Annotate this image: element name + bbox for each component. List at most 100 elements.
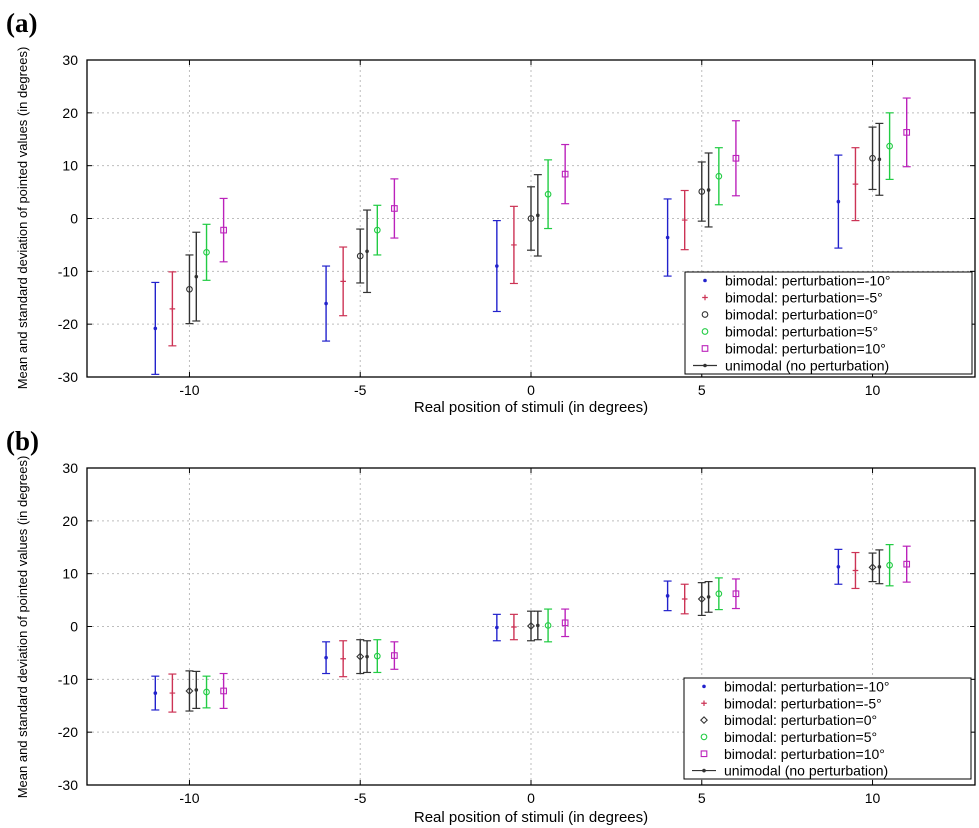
- y-tick-label: 10: [62, 566, 78, 582]
- data-point: [852, 181, 859, 187]
- legend-marker: [700, 716, 708, 725]
- y-tick-label: -20: [58, 724, 78, 740]
- y-tick-label: -20: [58, 316, 78, 332]
- data-point: [391, 652, 398, 659]
- legend-label: bimodal: perturbation=-5°: [724, 695, 882, 711]
- data-point: [561, 619, 569, 627]
- series-a-2: [185, 126, 877, 325]
- data-point: [698, 188, 706, 195]
- data-point: [186, 285, 193, 293]
- legend-marker: [701, 311, 709, 318]
- legend-b: bimodal: perturbation=-10°bimodal: pertu…: [683, 677, 972, 780]
- data-point: [203, 688, 210, 696]
- legend-box: [684, 271, 973, 375]
- data-point: [527, 621, 535, 630]
- series-a-3: [202, 112, 894, 281]
- data-point: [153, 326, 158, 331]
- legend-marker: [702, 294, 708, 301]
- data-point: [356, 652, 365, 661]
- series-a-0: [151, 154, 843, 375]
- data-point: [324, 655, 328, 660]
- panel-a-x-axis-label: Real position of stimuli (in degrees): [414, 399, 648, 416]
- legend-label: bimodal: perturbation=5°: [725, 324, 878, 340]
- series-b-4: [219, 545, 911, 709]
- data-point: [903, 560, 911, 568]
- data-point: [220, 226, 227, 234]
- data-point: [194, 274, 199, 279]
- x-tick-label: 0: [527, 790, 535, 806]
- legend-label: bimodal: perturbation=10°: [725, 341, 886, 357]
- series-a-5: [192, 122, 884, 322]
- legend-marker: [701, 328, 709, 335]
- legend-box: [683, 677, 972, 780]
- legend-marker: [701, 345, 709, 352]
- legend-marker: [700, 750, 708, 758]
- data-point: [324, 301, 328, 306]
- data-point: [365, 249, 369, 254]
- data-point: [203, 248, 210, 256]
- legend-marker: [700, 733, 708, 741]
- data-point: [391, 205, 398, 212]
- series-a-1: [168, 147, 860, 347]
- data-point: [697, 595, 706, 604]
- data-point: [886, 561, 893, 569]
- legend-marker: [702, 684, 706, 689]
- data-point: [544, 622, 552, 629]
- legend-label: bimodal: perturbation=0°: [724, 712, 877, 728]
- legend-marker: [701, 700, 707, 707]
- legend-marker: [702, 768, 706, 773]
- data-point: [220, 687, 227, 695]
- y-tick-label: 10: [62, 158, 78, 174]
- data-point: [836, 199, 841, 204]
- data-point: [665, 594, 670, 598]
- x-tick-label: 10: [865, 382, 881, 398]
- data-point: [169, 306, 176, 312]
- panel-b-x-axis-label: Real position of stimuli (in degrees): [414, 809, 648, 826]
- series-b-2: [185, 552, 877, 712]
- x-tick-label: 5: [698, 790, 706, 806]
- legend-label: bimodal: perturbation=-10°: [724, 678, 890, 694]
- panel-b: (b) Mean and standard deviation of point…: [6, 426, 976, 826]
- legend-marker: [703, 278, 707, 283]
- data-point: [732, 590, 740, 598]
- series-b-3: [202, 544, 894, 709]
- data-point: [527, 215, 535, 222]
- y-tick-label: 0: [70, 619, 78, 635]
- x-tick-label: -5: [354, 790, 367, 806]
- data-point: [194, 688, 199, 692]
- data-point: [511, 242, 517, 248]
- panel-b-label: (b): [6, 426, 39, 456]
- x-tick-label: -5: [354, 382, 367, 398]
- y-tick-label: 30: [62, 52, 78, 68]
- data-point: [886, 142, 893, 150]
- data-point: [536, 213, 540, 218]
- y-tick-label: -30: [58, 777, 78, 793]
- data-point: [536, 623, 540, 628]
- x-tick-label: 10: [865, 790, 881, 806]
- data-point: [877, 564, 882, 569]
- legend-marker: [703, 363, 707, 368]
- data-point: [340, 278, 346, 285]
- x-tick-label: -10: [179, 382, 199, 398]
- data-point: [373, 652, 381, 660]
- data-point: [511, 624, 517, 630]
- data-point: [356, 252, 364, 260]
- y-tick-label: -30: [58, 369, 78, 385]
- data-point: [877, 157, 882, 162]
- data-point: [903, 129, 911, 136]
- series-b-1: [168, 551, 860, 713]
- y-tick-label: 0: [70, 211, 78, 227]
- data-point: [544, 190, 552, 198]
- legend-label: bimodal: perturbation=-10°: [725, 273, 891, 289]
- legend-label: bimodal: perturbation=10°: [724, 746, 885, 762]
- data-point: [852, 567, 859, 574]
- legend-label: bimodal: perturbation=5°: [724, 729, 877, 745]
- data-point: [373, 226, 381, 234]
- data-point: [153, 691, 158, 695]
- data-point: [732, 154, 740, 162]
- x-tick-label: 0: [527, 382, 535, 398]
- data-point: [681, 596, 688, 602]
- data-point: [665, 235, 670, 240]
- data-point: [715, 590, 723, 598]
- data-point: [715, 172, 723, 180]
